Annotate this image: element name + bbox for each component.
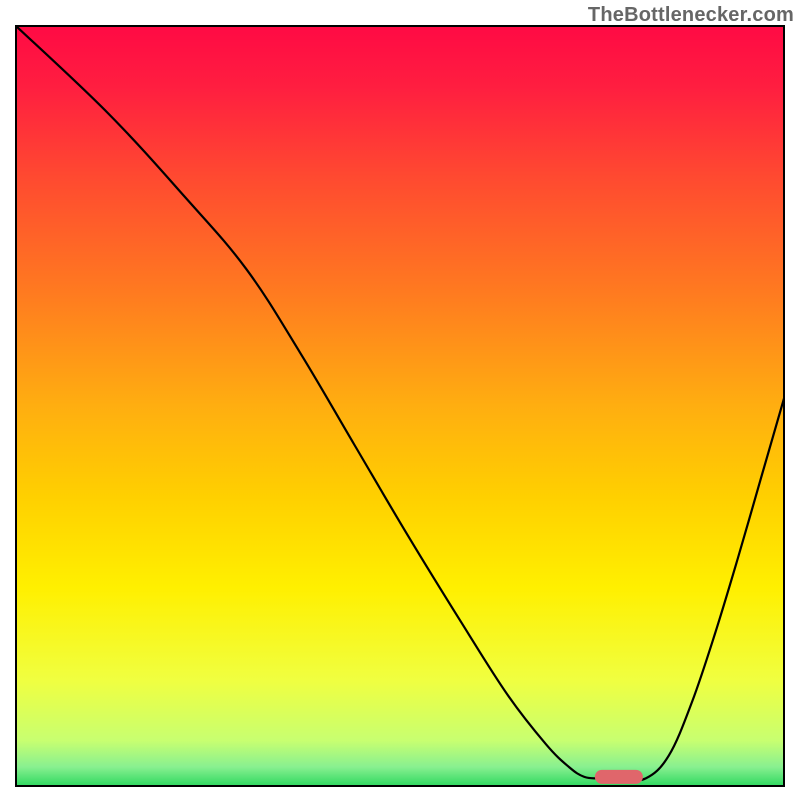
bottleneck-chart <box>0 0 800 800</box>
gradient-background <box>16 26 784 786</box>
watermark-text: TheBottlenecker.com <box>588 4 794 27</box>
minimum-marker <box>595 770 643 784</box>
